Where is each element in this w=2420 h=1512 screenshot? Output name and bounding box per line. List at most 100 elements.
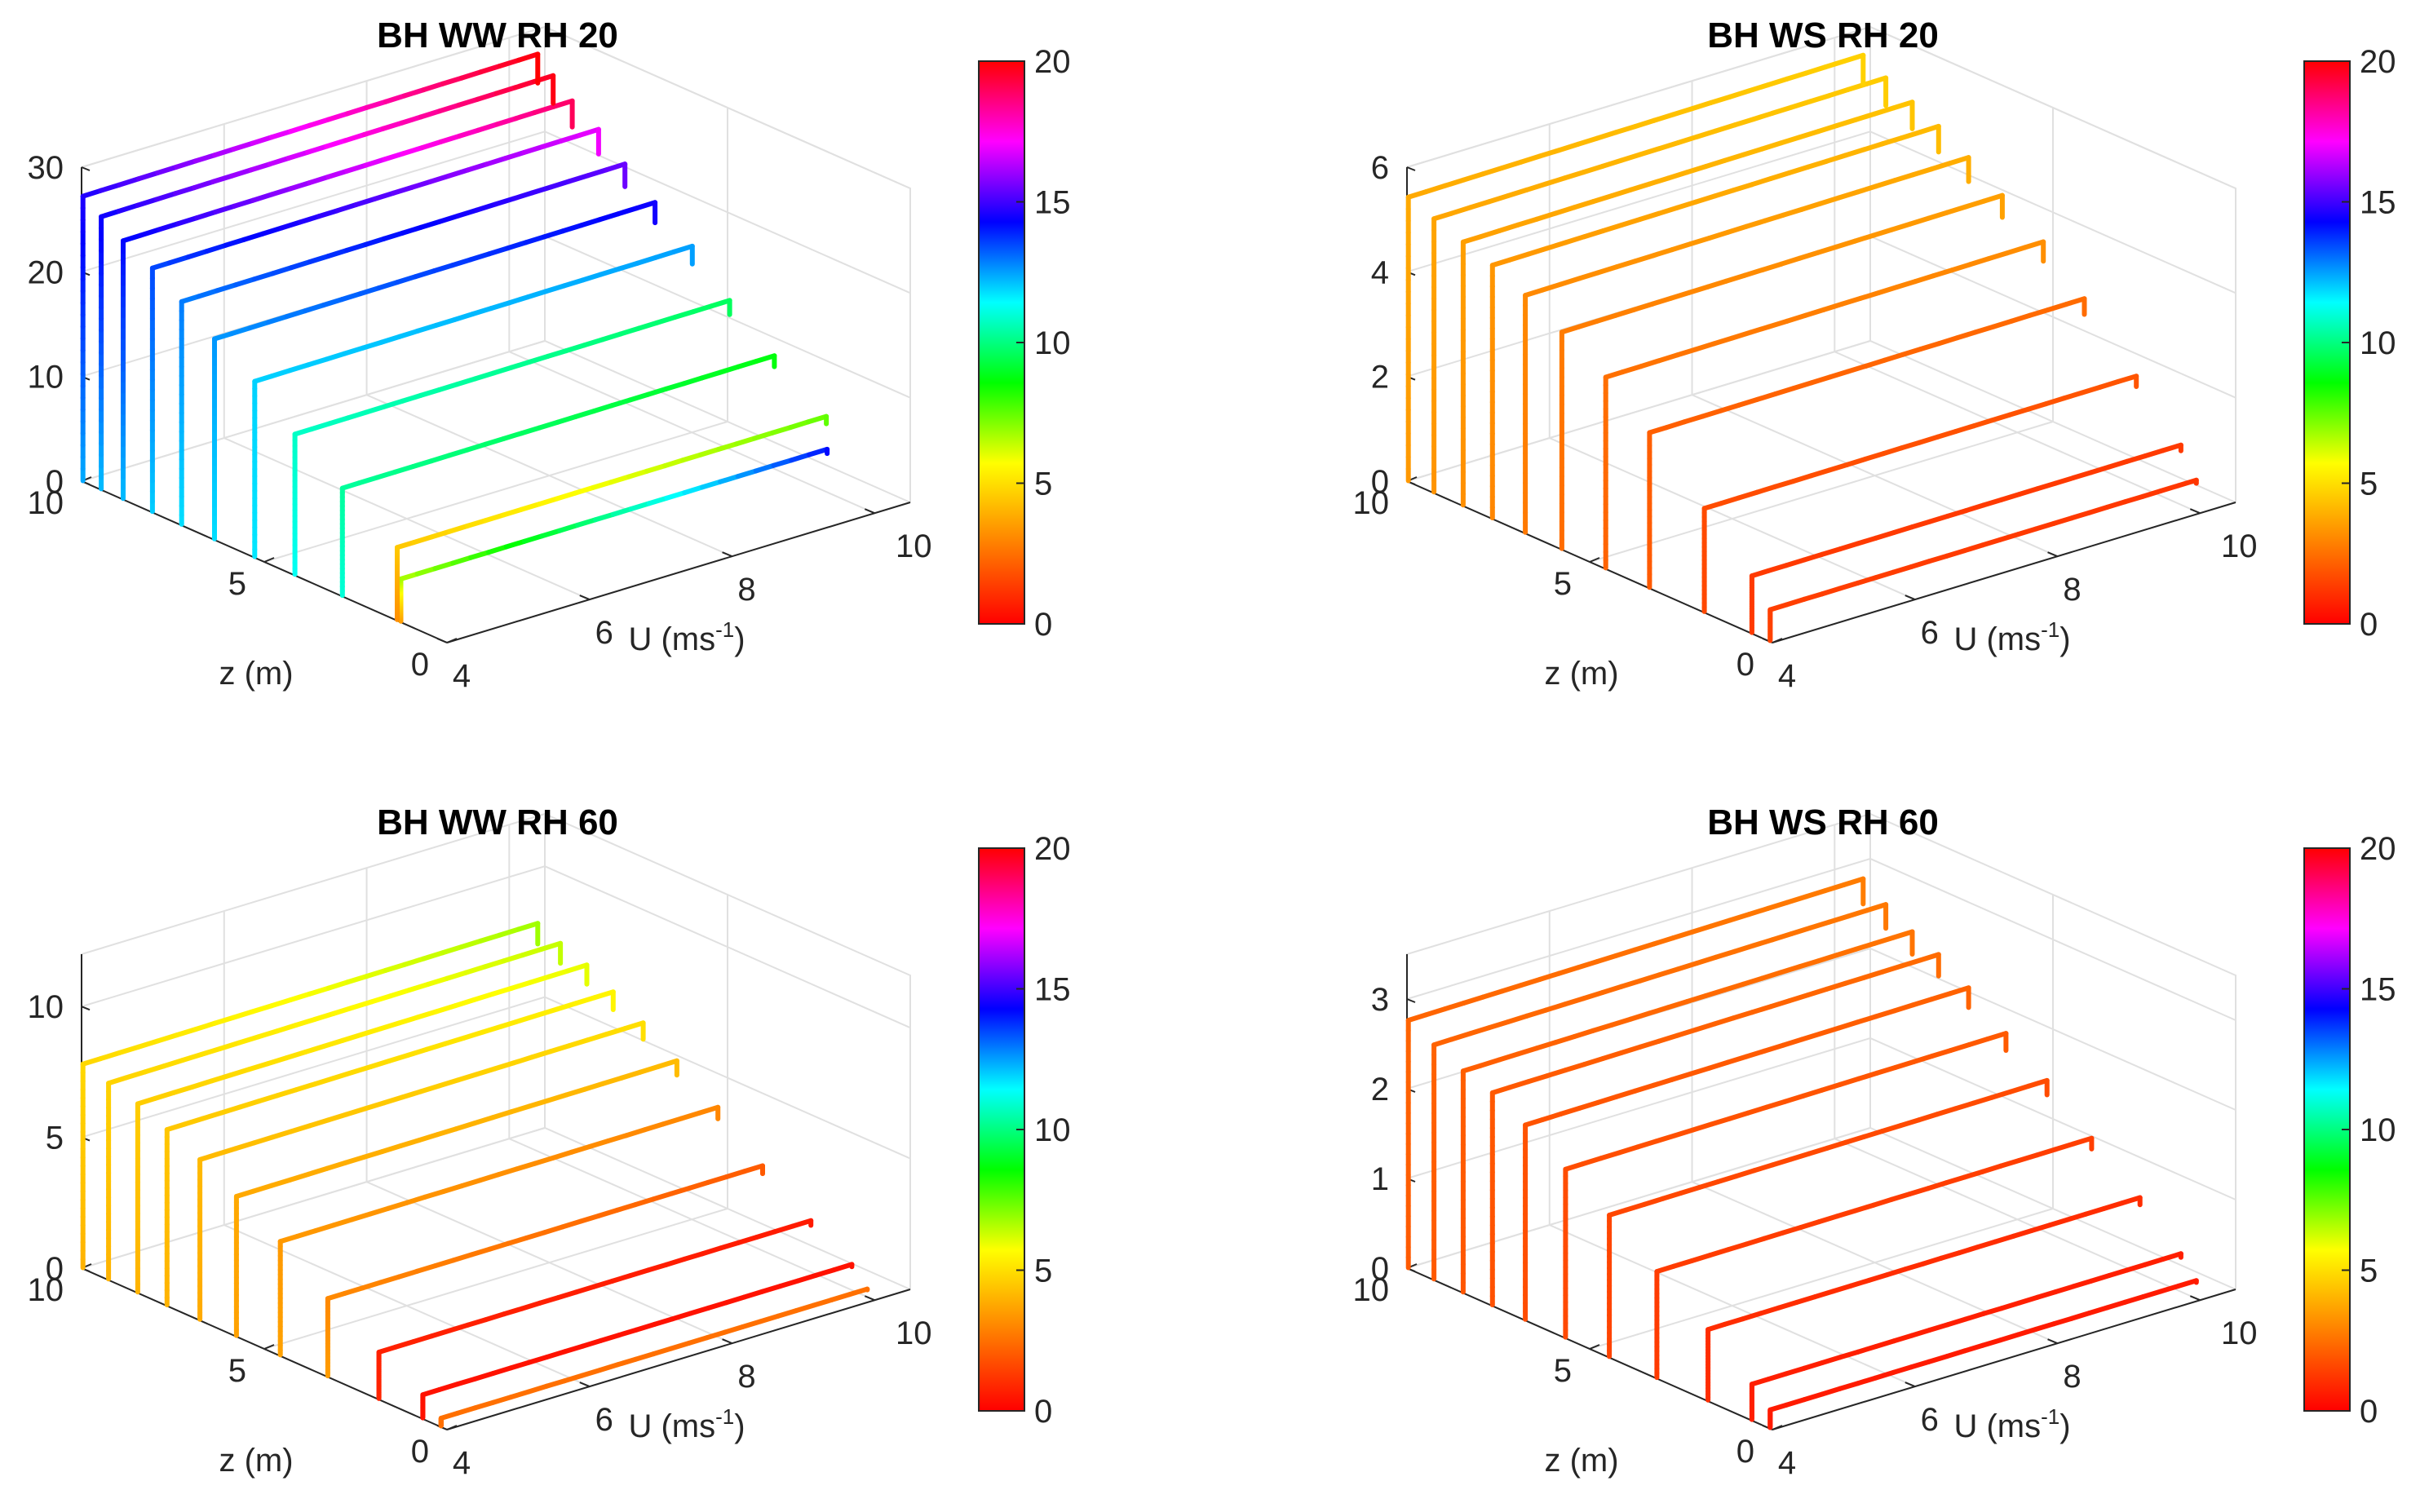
series-segment: [2028, 1222, 2052, 1233]
series-segment: [1834, 946, 1859, 957]
series-segment: [642, 1121, 666, 1133]
series-segment: [1486, 1019, 1511, 1031]
series-segment: [255, 1028, 280, 1040]
series-segment: [378, 334, 402, 345]
series-segment: [635, 254, 658, 266]
floor-grid-z-5: [263, 1208, 728, 1350]
series-segment: [628, 501, 652, 511]
series-segment: [1762, 1230, 1785, 1241]
series-segment: [1913, 273, 1936, 285]
ztick-label: 5: [1554, 566, 1572, 602]
series-segment: [1682, 413, 1706, 425]
series-segment: [1670, 241, 1693, 253]
series-segment: [1687, 284, 1710, 295]
ztick-label: 10: [28, 1272, 64, 1308]
series-segment: [1824, 980, 1848, 992]
series-segment: [153, 191, 178, 202]
series-segment: [1872, 105, 1896, 117]
series-segment: [1467, 1025, 1492, 1037]
series-segment: [288, 991, 312, 1002]
series-segment: [1861, 1129, 1885, 1139]
series-segment: [250, 192, 275, 203]
ztick-label: 5: [228, 1353, 246, 1389]
series-segment: [331, 1217, 355, 1228]
series-segment: [610, 506, 634, 517]
u-axis-label: U (ms-1): [628, 617, 745, 657]
series-segment: [2071, 1278, 2094, 1289]
axes: 0 2 4 6 0 5 10 4 6 8 10 z (m) U (ms-1): [1353, 150, 2258, 694]
series-segment: [395, 274, 418, 285]
series-segment: [2160, 442, 2183, 453]
series-segment: [1957, 1245, 1980, 1256]
utick-8: [2047, 1338, 2058, 1345]
series-segment: [585, 1032, 609, 1043]
series-segment: [1708, 94, 1733, 105]
ztick-0: [1772, 638, 1783, 643]
series-segment: [1559, 324, 1582, 335]
series-segment: [2083, 1206, 2107, 1217]
series-segment: [233, 1188, 256, 1199]
series-line: [1431, 75, 1889, 495]
series-segment: [508, 1359, 532, 1371]
series-segment: [1853, 940, 1878, 952]
series-segment: [135, 197, 159, 208]
series-segment: [617, 325, 642, 337]
series-segment: [2051, 515, 2074, 526]
series-segment: [445, 970, 469, 981]
utick-label: 8: [2063, 572, 2081, 608]
series-segment: [288, 180, 312, 192]
series-segment: [1647, 175, 1671, 187]
series-segment: [538, 1295, 561, 1306]
series-segment: [1638, 972, 1662, 984]
series-segment: [325, 168, 350, 179]
series-segment: [2064, 296, 2087, 307]
series-segment: [627, 391, 651, 403]
series-segment: [545, 348, 569, 359]
series-segment: [447, 523, 471, 534]
series-segment: [231, 140, 255, 152]
series-segment: [1705, 278, 1729, 290]
series-segment: [437, 213, 461, 224]
panel-title: BH WW RH 20: [377, 15, 618, 55]
series-segment: [173, 185, 197, 197]
utick-label: 6: [1921, 1402, 1939, 1438]
series-segment: [604, 1026, 627, 1037]
series-segment: [402, 956, 427, 967]
series-segment: [180, 1051, 205, 1063]
series-segment: [1805, 158, 1829, 170]
series-segment: [435, 1126, 459, 1138]
series-segment: [551, 98, 575, 109]
series-segment: [440, 944, 465, 956]
series-segment: [1748, 324, 1772, 335]
series-segment: [542, 228, 566, 240]
series-segment: [529, 1049, 553, 1060]
series-segment: [345, 974, 369, 985]
series-segment: [1431, 210, 1454, 222]
series-segment: [174, 158, 198, 170]
series-line: [277, 1104, 721, 1358]
series-segment: [368, 1058, 392, 1069]
series-segment: [414, 566, 438, 577]
series-segment: [1767, 1402, 1790, 1413]
series-segment: [185, 249, 210, 260]
series-segment: [598, 1333, 622, 1343]
series-segment: [622, 1020, 646, 1032]
series-segment: [490, 1395, 514, 1405]
series-segment: [1871, 1196, 1895, 1208]
series-segment: [509, 359, 533, 370]
series-segment: [1731, 182, 1755, 193]
series-segment: [1595, 312, 1618, 324]
series-segment: [396, 1268, 420, 1280]
series-segment: [1821, 301, 1845, 312]
series-segment: [559, 132, 582, 144]
series-segment: [428, 173, 452, 184]
series-segment: [344, 1106, 368, 1117]
colorbar-tick-label: 20: [2360, 44, 2396, 80]
series-segment: [489, 300, 512, 312]
series-segment: [277, 1234, 300, 1245]
series-segment: [468, 550, 491, 560]
series-segment: [626, 468, 650, 480]
series-segment: [2061, 390, 2085, 401]
series-segment: [1613, 307, 1637, 318]
series-segment: [1518, 976, 1543, 988]
